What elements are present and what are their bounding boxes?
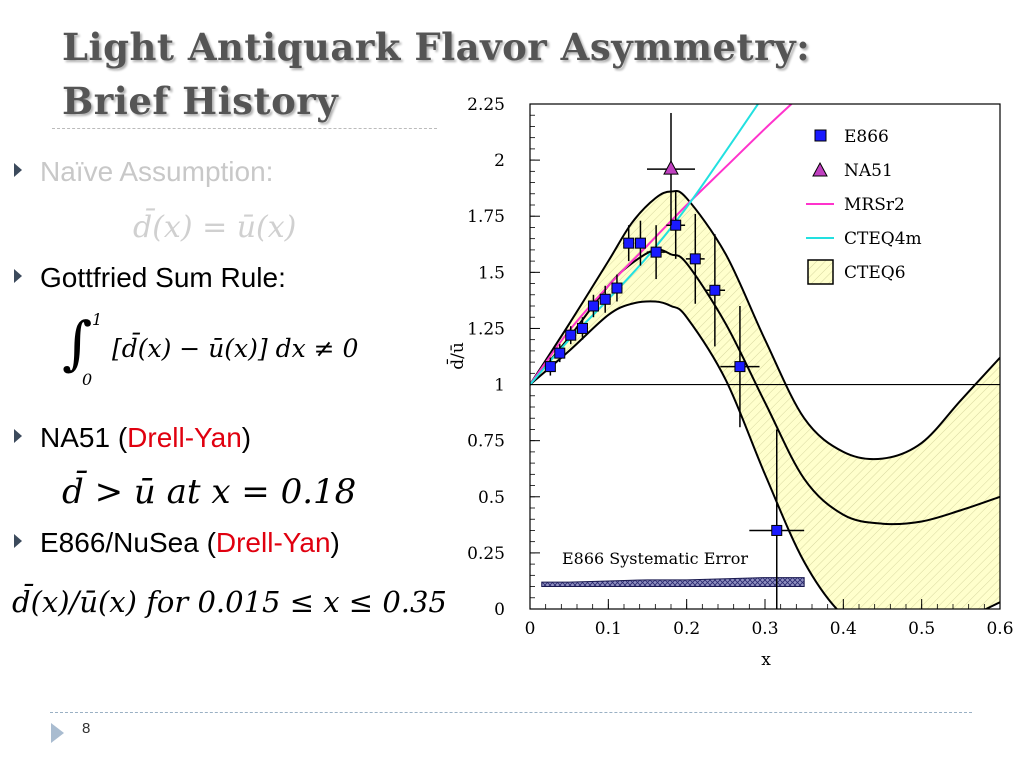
e866-point xyxy=(587,300,599,312)
legend-e866-icon xyxy=(814,129,827,142)
x-tick-label: 0.1 xyxy=(595,619,622,639)
legend-na51-icon xyxy=(812,161,828,177)
y-tick-label: 2 xyxy=(494,151,505,171)
bullet-text-suffix: ) xyxy=(330,527,340,558)
x-tick-label: 0.3 xyxy=(751,619,778,639)
y-tick-label: 1.25 xyxy=(467,319,505,339)
systematic-error-band xyxy=(541,577,805,588)
title-line-2: Brief History xyxy=(62,79,339,123)
bullet-text: E866/NuSea ( xyxy=(40,527,216,558)
bullet-arrow-icon xyxy=(14,269,22,283)
x-tick-label: 0.4 xyxy=(830,619,857,639)
e866-point xyxy=(670,219,682,231)
legend-cteq6-icon xyxy=(807,259,834,285)
x-tick-label: 0.5 xyxy=(908,619,935,639)
e866-point xyxy=(544,361,556,373)
footer-triangle-icon xyxy=(51,723,64,743)
e866-point xyxy=(576,322,588,334)
e866-point xyxy=(734,361,746,373)
e866-point xyxy=(709,284,721,296)
bullet-naive-assumption: Naïve Assumption: xyxy=(14,156,273,188)
slide-title: Light Antiquark Flavor Asymmetry: Brief … xyxy=(62,20,962,128)
e866-point xyxy=(771,524,783,536)
title-line-1: Light Antiquark Flavor Asymmetry: xyxy=(62,25,811,69)
integral-sign: ∫ xyxy=(62,309,92,377)
title-divider xyxy=(52,128,437,129)
y-tick-label: 1 xyxy=(494,376,505,396)
y-tick-label: 0 xyxy=(494,600,505,620)
page-number: 8 xyxy=(82,720,91,737)
x-axis-label: x xyxy=(761,650,771,670)
y-tick-label: 1.5 xyxy=(478,263,505,283)
drell-yan-highlight: Drell-Yan xyxy=(215,527,331,558)
e866-point xyxy=(611,282,623,294)
legend-label-na51: NA51 xyxy=(844,161,893,181)
y-axis-label: d̄/ū xyxy=(445,342,468,370)
bullet-arrow-icon xyxy=(14,534,22,548)
systematic-error-label: E866 Systematic Error xyxy=(562,549,748,568)
e866-point xyxy=(599,293,611,305)
bullet-e866: E866/NuSea (Drell-Yan) xyxy=(14,527,340,559)
x-tick-label: 0.2 xyxy=(673,619,700,639)
bullet-text: Gottfried Sum Rule: xyxy=(40,262,286,293)
y-tick-label: 0.25 xyxy=(467,544,505,564)
cteq6-band xyxy=(530,190,1000,609)
bullet-na51: NA51 (Drell-Yan) xyxy=(14,422,251,454)
y-tick-label: 0.5 xyxy=(478,488,505,508)
integrand: [d̄(x) − ū(x)] dx ≠ 0 xyxy=(112,334,359,363)
equation-e866: d̄(x)/ū(x) for 0.015 ≤ x ≤ 0.35 xyxy=(12,585,447,619)
bullet-text: NA51 ( xyxy=(40,422,128,453)
bullet-text-suffix: ) xyxy=(241,422,252,453)
legend-label-cteq6: CTEQ6 xyxy=(844,263,906,283)
bullet-arrow-icon xyxy=(14,163,22,177)
legend-label-mrsr2: MRSr2 xyxy=(844,195,905,215)
bullet-text: Naïve Assumption: xyxy=(40,156,274,187)
equation-gottfried: ∫ 1 0 [d̄(x) − ū(x)] dx ≠ 0 xyxy=(62,305,372,391)
x-tick-label: 0.6 xyxy=(986,619,1013,639)
footer-divider xyxy=(50,712,972,713)
y-tick-label: 2.25 xyxy=(467,95,505,115)
equation-naive: d̄(x) = ū(x) xyxy=(133,210,297,245)
x-tick-label: 0 xyxy=(525,619,536,639)
y-tick-label: 1.75 xyxy=(467,207,505,227)
e866-point xyxy=(634,237,646,249)
legend-label-e866: E866 xyxy=(844,127,889,147)
e866-point xyxy=(650,246,662,258)
integral-lower-limit: 0 xyxy=(82,370,92,385)
bullet-arrow-icon xyxy=(14,429,22,443)
e866-point xyxy=(623,237,635,249)
e866-point xyxy=(565,329,577,341)
cteq6-lower-curve xyxy=(530,300,1000,609)
gottfried-formula: ∫ 1 0 [d̄(x) − ū(x)] dx ≠ 0 xyxy=(62,309,359,389)
e866-point xyxy=(689,253,701,265)
y-tick-label: 0.75 xyxy=(467,432,505,452)
bullet-gottfried-sum-rule: Gottfried Sum Rule: xyxy=(14,262,286,294)
integral-upper-limit: 1 xyxy=(92,310,102,329)
legend-label-cteq4m: CTEQ4m xyxy=(844,229,922,249)
e866-point xyxy=(554,347,566,359)
equation-na51: d̄ > ū at x = 0.18 xyxy=(62,472,357,512)
na51-point xyxy=(663,160,679,175)
drell-yan-highlight: Drell-Yan xyxy=(127,422,242,453)
cteq6-upper-curve xyxy=(530,189,1000,461)
